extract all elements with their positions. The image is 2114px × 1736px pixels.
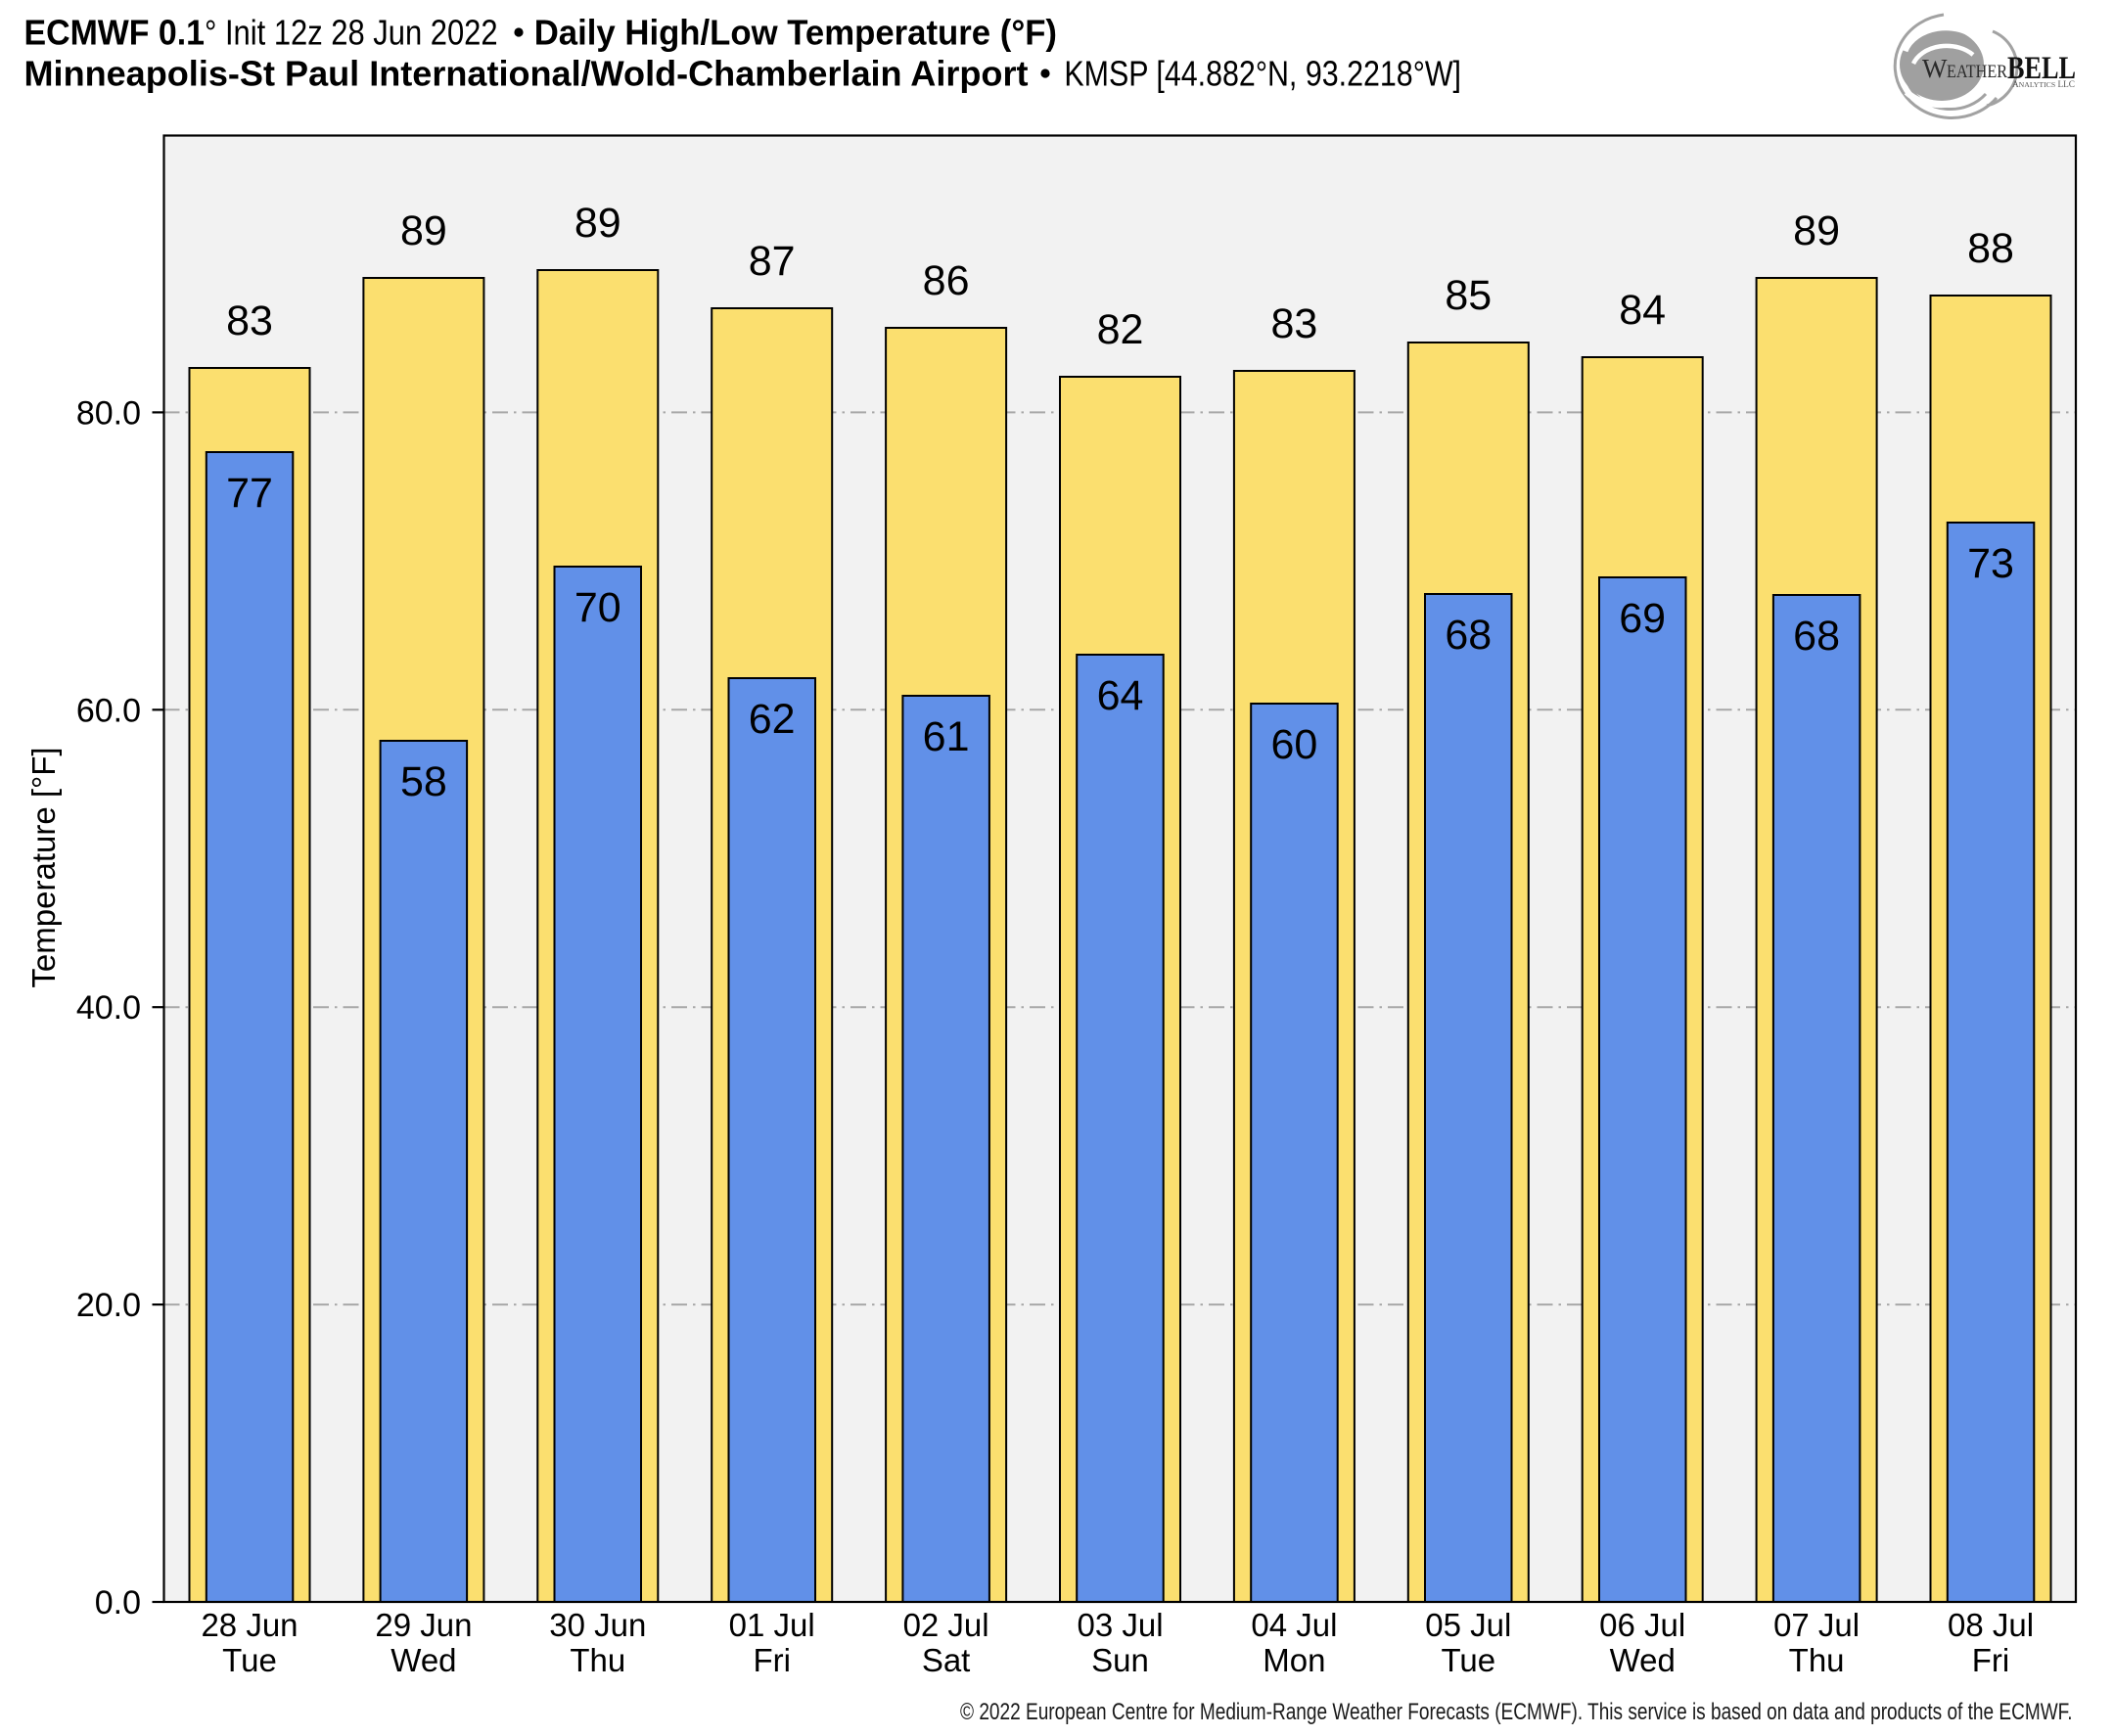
svg-text:70: 70 [574, 584, 621, 631]
svg-text:03 Jul: 03 Jul [1077, 1607, 1163, 1643]
svg-text:61: 61 [923, 713, 970, 760]
svg-text:Sun: Sun [1091, 1642, 1149, 1678]
svg-text:28 Jun: 28 Jun [201, 1607, 298, 1643]
svg-text:° Init 12z 28 Jun 2022: ° Init 12z 28 Jun 2022 [205, 13, 498, 53]
svg-text:60.0: 60.0 [76, 692, 141, 729]
svg-text:64: 64 [1097, 672, 1144, 719]
svg-text:07 Jul: 07 Jul [1773, 1607, 1860, 1643]
svg-text:Daily High/Low Temperature (°F: Daily High/Low Temperature (°F) [534, 13, 1057, 53]
svg-text:ANALYTICS LLC: ANALYTICS LLC [2012, 79, 2075, 89]
svg-text:Mon: Mon [1263, 1642, 1325, 1678]
svg-text:Fri: Fri [753, 1642, 790, 1678]
svg-text:68: 68 [1445, 612, 1492, 659]
svg-text:83: 83 [226, 297, 273, 344]
svg-text:69: 69 [1619, 595, 1666, 642]
svg-text:62: 62 [749, 696, 796, 743]
svg-text:0.0: 0.0 [95, 1584, 141, 1622]
svg-text:84: 84 [1619, 287, 1666, 334]
svg-text:EATHER: EATHER [1947, 62, 2007, 82]
svg-text:Minneapolis-St Paul Internatio: Minneapolis-St Paul International/Wold-C… [24, 53, 1029, 93]
svg-text:Wed: Wed [1610, 1642, 1676, 1678]
svg-text:20.0: 20.0 [76, 1287, 141, 1324]
svg-text:60: 60 [1270, 721, 1317, 768]
svg-text:05 Jul: 05 Jul [1425, 1607, 1511, 1643]
svg-text:02 Jul: 02 Jul [903, 1607, 989, 1643]
svg-text:88: 88 [1967, 225, 2014, 272]
svg-text:01 Jul: 01 Jul [729, 1607, 815, 1643]
svg-text:83: 83 [1270, 300, 1317, 347]
svg-text:BELL: BELL [2007, 51, 2076, 86]
svg-text:Sat: Sat [922, 1642, 971, 1678]
svg-text:© 2022 European Centre for Med: © 2022 European Centre for Medium-Range … [960, 1699, 2073, 1725]
svg-text:80.0: 80.0 [76, 394, 141, 432]
svg-text:Fri: Fri [1972, 1642, 2009, 1678]
svg-text:68: 68 [1793, 613, 1840, 660]
svg-text:Thu: Thu [1789, 1642, 1845, 1678]
svg-text:Tue: Tue [1441, 1642, 1495, 1678]
svg-text:58: 58 [400, 758, 447, 805]
svg-text:89: 89 [574, 200, 621, 247]
svg-text:Wed: Wed [391, 1642, 456, 1678]
svg-text:ECMWF 0.1: ECMWF 0.1 [24, 13, 206, 53]
svg-text:Temperature [°F]: Temperature [°F] [25, 747, 62, 987]
svg-text:30 Jun: 30 Jun [549, 1607, 646, 1643]
svg-text:04 Jul: 04 Jul [1251, 1607, 1337, 1643]
svg-text:W: W [1922, 54, 1948, 83]
svg-text:29 Jun: 29 Jun [375, 1607, 472, 1643]
svg-text:73: 73 [1967, 540, 2014, 587]
svg-text:KMSP [44.882°N, 93.2218°W]: KMSP [44.882°N, 93.2218°W] [1064, 53, 1461, 93]
svg-text:85: 85 [1445, 272, 1492, 319]
svg-text:82: 82 [1097, 306, 1144, 353]
svg-text:87: 87 [749, 238, 796, 285]
svg-text:40.0: 40.0 [76, 989, 141, 1027]
svg-text:08 Jul: 08 Jul [1948, 1607, 2034, 1643]
svg-text:Thu: Thu [570, 1642, 625, 1678]
svg-text:06 Jul: 06 Jul [1599, 1607, 1685, 1643]
svg-text:Tue: Tue [222, 1642, 277, 1678]
svg-text:86: 86 [923, 257, 970, 304]
svg-text:89: 89 [1793, 207, 1840, 254]
svg-text:77: 77 [226, 470, 273, 517]
svg-text:89: 89 [400, 207, 447, 254]
